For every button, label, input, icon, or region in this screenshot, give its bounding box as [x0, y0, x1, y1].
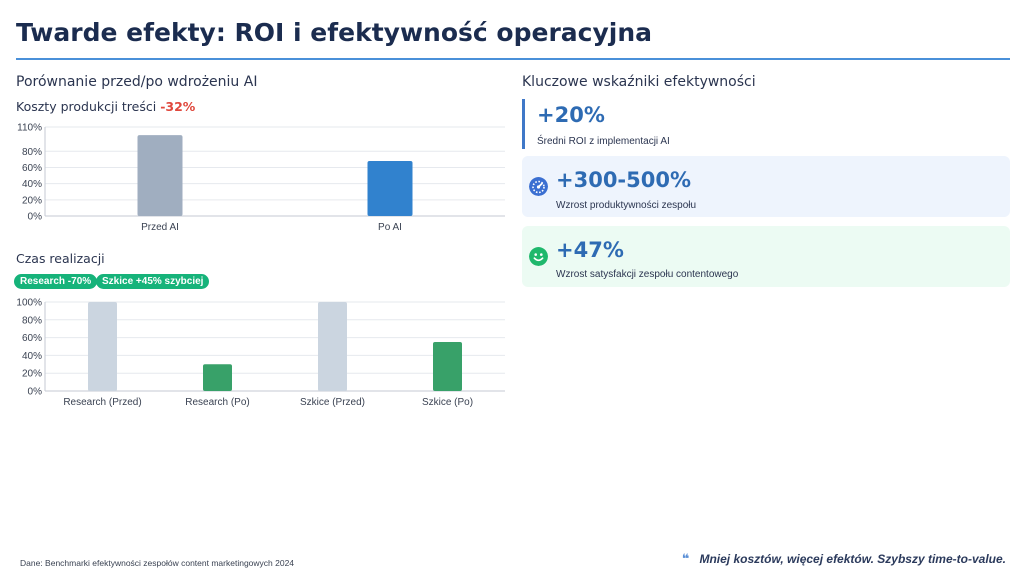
x-tick-label: Szkice (Po): [422, 397, 473, 408]
y-tick-label: 80%: [22, 315, 42, 326]
cost-chart-title-text: Koszty produkcji treści: [16, 99, 157, 114]
title-divider: [16, 58, 1010, 60]
footer-quote: ❝ Mniej kosztów, więcej efektów. Szybszy …: [682, 551, 1006, 567]
bar: [367, 160, 413, 216]
y-tick-label: 0%: [28, 212, 43, 223]
kpi-card-satisfaction: +47% Wzrost satysfakcji zespołu contento…: [522, 226, 1010, 287]
cost-change-value: -32%: [160, 99, 196, 114]
bar: [318, 302, 347, 391]
badge-research: Research -70%: [14, 274, 98, 289]
badge-szkice: Szkice +45% szybciej: [96, 274, 210, 289]
cost-chart-title: Koszty produkcji treści -32%: [16, 99, 195, 114]
y-tick-label: 20%: [22, 195, 42, 206]
kpi-card-productivity: +300-500% Wzrost produktywności zespołu: [522, 156, 1010, 217]
kpi-value-satisfaction: +47%: [556, 238, 624, 262]
kpi-desc-roi: Średni ROI z implementacji AI: [537, 136, 670, 147]
kpi-desc-satisfaction: Wzrost satysfakcji zespołu contentowego: [556, 269, 739, 280]
x-tick-label: Szkice (Przed): [300, 397, 365, 408]
y-tick-label: 80%: [22, 147, 42, 158]
x-tick-label: Research (Po): [185, 397, 249, 408]
quote-icon: ❝: [681, 551, 690, 566]
time-bar-chart: 0% 20% 40% 60% 80% 100% Research (Przed) Resear…: [16, 298, 505, 408]
kpi-card-roi: +20% Średni ROI z implementacji AI: [522, 99, 1010, 149]
smile-icon: [529, 247, 548, 266]
x-tick-label: Research (Przed): [63, 397, 141, 408]
y-tick-label: 40%: [22, 351, 42, 362]
footer-quote-text: Mniej kosztów, więcej efektów. Szybszy t…: [699, 552, 1006, 566]
y-tick-label: 40%: [22, 179, 42, 190]
y-tick-label: 60%: [22, 333, 42, 344]
time-chart-title: Czas realizacji: [16, 251, 105, 266]
y-tick-label: 110%: [17, 123, 42, 134]
y-tick-label: 60%: [22, 163, 42, 174]
kpi-desc-productivity: Wzrost produktywności zespołu: [556, 200, 697, 211]
page-title: Twarde efekty: ROI i efektywność operacy…: [16, 18, 653, 47]
bar: [88, 302, 117, 391]
speedometer-icon: [529, 177, 548, 196]
y-tick-label: 20%: [22, 369, 42, 380]
bar: [137, 135, 183, 216]
source-note: Dane: Benchmarki efektywności zespołów c…: [20, 558, 295, 568]
x-tick-label: Po AI: [378, 222, 402, 233]
bar: [203, 364, 232, 391]
kpi-value-productivity: +300-500%: [556, 168, 692, 192]
kpi-value-roi: +20%: [537, 103, 605, 127]
cost-bar-chart: 0% 20% 40% 60% 80% 110% Przed AI Po AI: [17, 123, 505, 233]
y-tick-label: 0%: [28, 387, 43, 398]
bar: [433, 342, 462, 391]
x-tick-label: Przed AI: [141, 222, 179, 233]
y-tick-label: 100%: [16, 298, 42, 309]
comparison-section-title: Porównanie przed/po wdrożeniu AI: [16, 74, 258, 90]
kpi-section-title: Kluczowe wskaźniki efektywności: [522, 74, 756, 90]
